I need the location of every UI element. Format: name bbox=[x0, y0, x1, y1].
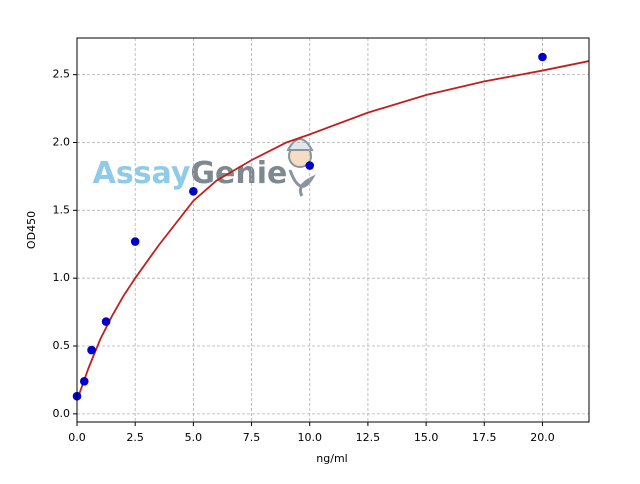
data-point bbox=[79, 376, 89, 386]
y-tick-label: 2.5 bbox=[53, 68, 71, 81]
y-tick-label: 2.0 bbox=[53, 135, 71, 148]
fit-curve bbox=[76, 60, 590, 401]
x-tick-label: 17.5 bbox=[472, 431, 497, 444]
x-tick-label: 15.0 bbox=[414, 431, 439, 444]
plot-frame bbox=[76, 37, 590, 423]
watermark-part: Genie bbox=[190, 156, 287, 191]
x-tick-label: 7.5 bbox=[243, 431, 261, 444]
x-tick-label: 20.0 bbox=[530, 431, 555, 444]
y-tick-label: 1.0 bbox=[53, 271, 71, 284]
data-point bbox=[87, 345, 96, 355]
watermark-part: Assay bbox=[93, 156, 191, 191]
data-point bbox=[538, 52, 547, 62]
genie-icon bbox=[286, 138, 316, 197]
x-tick-label: 0.0 bbox=[68, 431, 86, 444]
data-point bbox=[189, 187, 198, 196]
data-point bbox=[101, 317, 111, 326]
data-point bbox=[130, 237, 140, 246]
x-tick-label: 5.0 bbox=[185, 431, 203, 444]
data-point bbox=[305, 161, 315, 170]
watermark: AssayGenie bbox=[93, 156, 288, 191]
x-tick-label: 2.5 bbox=[126, 431, 144, 444]
x-tick-label: 12.5 bbox=[356, 431, 381, 444]
x-axis-label: ng/ml bbox=[316, 452, 347, 465]
y-tick-label: 1.5 bbox=[53, 203, 71, 216]
x-tick-label: 10.0 bbox=[297, 431, 322, 444]
y-tick-label: 0.5 bbox=[53, 339, 71, 352]
y-tick-label: 0.0 bbox=[53, 407, 71, 420]
y-axis-label: OD450 bbox=[25, 211, 38, 249]
